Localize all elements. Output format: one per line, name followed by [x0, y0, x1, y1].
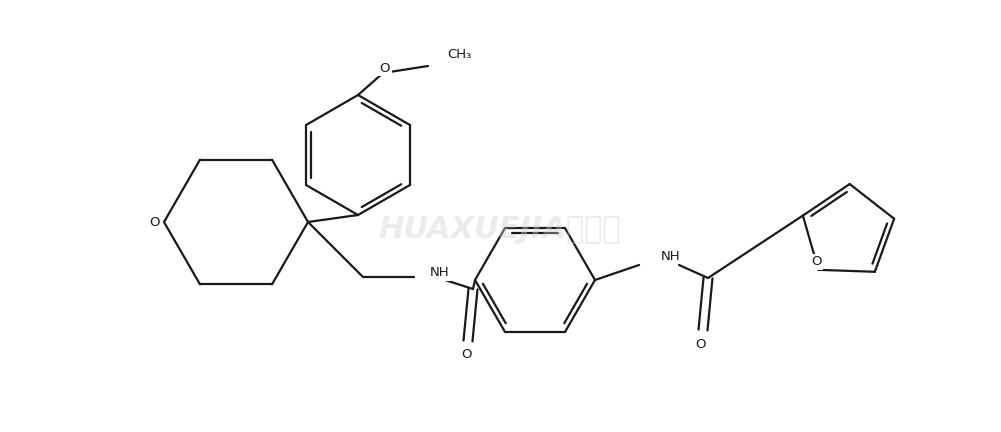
Text: NH: NH: [430, 267, 449, 280]
Text: O: O: [696, 337, 707, 350]
Text: O: O: [149, 216, 159, 229]
Text: O: O: [811, 255, 822, 268]
Text: CH₃: CH₃: [447, 48, 471, 61]
Text: HUAXUEJIA化学加: HUAXUEJIA化学加: [378, 216, 622, 245]
Text: O: O: [379, 61, 390, 74]
Text: O: O: [460, 349, 471, 362]
Text: NH: NH: [661, 250, 681, 263]
